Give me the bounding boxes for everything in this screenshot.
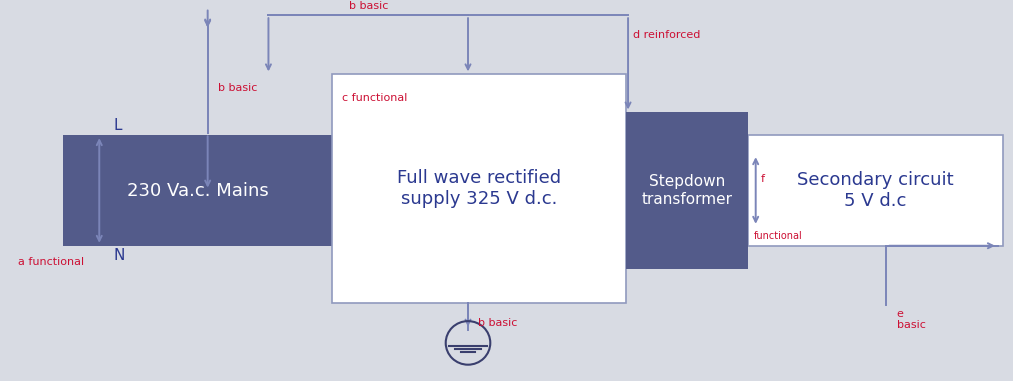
Text: b basic: b basic [348, 2, 388, 11]
Text: d reinforced: d reinforced [633, 30, 701, 40]
Text: Secondary circuit
5 V d.c: Secondary circuit 5 V d.c [797, 171, 953, 210]
Text: f: f [761, 174, 765, 184]
Text: 230 Va.c. Mains: 230 Va.c. Mains [127, 181, 268, 200]
Text: a functional: a functional [18, 257, 84, 267]
Bar [332, 74, 626, 303]
Bar [63, 135, 332, 246]
Text: Full wave rectified
supply 325 V d.c.: Full wave rectified supply 325 V d.c. [397, 169, 561, 208]
Text: functional: functional [754, 231, 802, 240]
Bar [626, 112, 748, 269]
Text: b basic: b basic [218, 83, 257, 93]
Text: N: N [113, 248, 125, 263]
Bar [748, 135, 1003, 246]
Text: L: L [113, 118, 122, 133]
Text: c functional: c functional [342, 93, 408, 103]
Text: e
basic: e basic [897, 309, 926, 330]
Text: b basic: b basic [478, 318, 518, 328]
Text: Stepdown
transformer: Stepdown transformer [641, 174, 732, 207]
